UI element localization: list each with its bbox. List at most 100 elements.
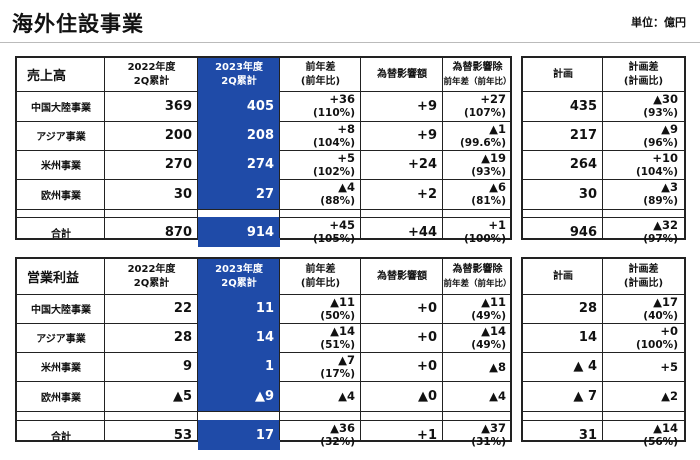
value-plan-diff: ▲2 (603, 381, 684, 411)
value-fx-excluded-amount: ▲19 (481, 150, 506, 165)
value-plan-diff: ▲3 (89%) (603, 179, 684, 209)
value-diff: ▲11 (50%) (280, 294, 361, 323)
value-fx-excluded: ▲8 (443, 352, 512, 381)
value-plan-diff-amount: ▲32 (653, 218, 678, 232)
row-divider (523, 179, 684, 180)
plan-table-sales: 計画 計画差 (計画比) 435 ▲30 (93%) 217 ▲9 (96%) 264 +10 (10… (521, 56, 686, 245)
col-header-diff: 前年差 (前年比) (280, 58, 361, 91)
value-diff-amount: ▲7 (338, 352, 355, 367)
value-fx-excluded: +27 (107%) (443, 91, 512, 121)
value-fx: +24 (408, 157, 437, 172)
col-header-prev-line1: 2022年度 (127, 61, 176, 73)
row-divider (523, 294, 684, 295)
col-divider (197, 259, 198, 440)
col-header-diff-line2: (前年比) (300, 75, 341, 87)
row-divider (523, 209, 684, 210)
unit-label: 単位：億円 (631, 16, 686, 29)
col-divider (279, 58, 280, 238)
row-label: 中国大陸事業 (31, 305, 91, 316)
value-fx: +0 (417, 359, 437, 374)
value-prev: 870 (164, 224, 192, 240)
col-divider (279, 259, 280, 440)
value-diff-pct: (32%) (320, 436, 355, 448)
col-header-fx-excluded: 為替影響除 前年差（前年比） (443, 58, 512, 91)
value-fx-excluded-pct: (31%) (471, 436, 506, 448)
col-divider (104, 58, 105, 238)
col-header-plan-diff: 計画差 (計画比) (603, 58, 684, 91)
col-header-fx-excluded: 為替影響除 前年差（前年比） (443, 259, 512, 294)
value-diff-pct: (88%) (320, 195, 355, 207)
value-plan-diff-amount: +0 (660, 323, 678, 338)
value-fx-excluded-amount: ▲8 (489, 359, 506, 374)
col-divider (442, 259, 443, 440)
value-plan-diff: ▲9 (96%) (603, 121, 684, 150)
col-divider (602, 58, 603, 238)
value-fx: +0 (417, 301, 437, 316)
value-curr: 27 (198, 179, 280, 209)
value-fx-excluded-amount: ▲37 (481, 421, 506, 435)
value-plan: 14 (578, 330, 597, 345)
table-sales: 売上高 2022年度 2Q累計 2023年度 2Q累計 前年差 (前年比) 為替影響額 為替影響… (15, 56, 512, 247)
value-plan: ▲ 7 (573, 388, 597, 404)
value-plan-diff: +0 (100%) (603, 323, 684, 352)
col-header-prev: 2022年度 2Q累計 (105, 58, 198, 91)
value-plan-diff-pct: (104%) (635, 165, 678, 178)
col-header-curr-line1: 2023年度 (215, 263, 263, 275)
value-plan-diff: ▲30 (93%) (603, 91, 684, 121)
value-fx-excluded: ▲6 (81%) (443, 179, 512, 209)
col-header-prev-line2: 2Q累計 (133, 277, 170, 289)
col-header-fx: 為替影響額 (377, 68, 427, 80)
value-fx-excluded: ▲19 (93%) (443, 150, 512, 179)
value-plan-diff-pct: (100%) (635, 338, 678, 351)
value-fx: +0 (417, 330, 437, 345)
value-plan-diff-pct: (93%) (643, 107, 678, 119)
value-diff-amount: ▲4 (338, 180, 355, 194)
value-fx-excluded-pct: (49%) (471, 309, 506, 322)
value-fx: +2 (417, 186, 437, 202)
col-header-curr-line2: 2Q累計 (221, 277, 257, 289)
value-fx-excluded: ▲1 (99.6%) (443, 121, 512, 150)
value-fx-excluded: +1 (100%) (443, 217, 512, 247)
value-plan: 264 (569, 157, 597, 172)
col-header-diff-line2: (前年比) (300, 277, 341, 289)
value-plan-diff-pct: (89%) (643, 195, 678, 207)
col-header-plan-diff-line2: (計画比) (623, 75, 664, 87)
value-diff: ▲36 (32%) (280, 420, 361, 450)
value-plan-diff-amount: ▲30 (653, 92, 678, 106)
value-fx-excluded-amount: ▲6 (489, 180, 506, 194)
value-plan-diff: ▲32 (97%) (603, 217, 684, 247)
value-diff: ▲7 (17%) (280, 352, 361, 381)
value-diff: +45 (105%) (280, 217, 361, 247)
value-plan-diff-amount: +10 (652, 150, 678, 165)
plan-table-profit: 計画 計画差 (計画比) 28 ▲17 (40%) 14 +0 (100%) ▲ 4 +5 ▲ 7 ▲2… (521, 257, 686, 448)
row-divider (523, 323, 684, 324)
value-fx: +1 (417, 427, 437, 443)
row-divider (523, 352, 684, 353)
col-divider (360, 58, 361, 238)
value-plan-diff-amount: ▲17 (653, 294, 678, 309)
value-plan-diff-amount: ▲2 (661, 389, 678, 403)
value-diff-amount: ▲11 (330, 294, 355, 309)
value-fx-excluded-amount: +27 (480, 92, 506, 106)
row-label: 欧州事業 (41, 190, 81, 202)
value-diff-amount: +45 (329, 218, 355, 232)
col-divider (360, 259, 361, 440)
value-fx-excluded: ▲14 (49%) (443, 323, 512, 352)
row-label: 米州事業 (41, 161, 81, 172)
value-prev: 270 (164, 157, 192, 172)
title-divider (0, 42, 700, 43)
value-diff: ▲4 (88%) (280, 179, 361, 209)
value-plan-diff-amount: ▲9 (661, 121, 678, 136)
value-fx: +44 (408, 224, 437, 240)
value-fx-excluded-pct: (100%) (463, 233, 506, 245)
col-header-prev-line2: 2Q累計 (133, 75, 170, 87)
value-diff: ▲4 (280, 381, 361, 411)
value-curr: 405 (198, 91, 280, 121)
value-plan: 946 (569, 224, 597, 240)
col-header-plan-diff-line2: (計画比) (623, 277, 664, 289)
value-diff: ▲14 (51%) (280, 323, 361, 352)
value-diff-pct: (110%) (312, 107, 355, 119)
col-header-diff: 前年差 (前年比) (280, 259, 361, 294)
page-title: 海外住設事業 (12, 12, 144, 36)
value-diff: +5 (102%) (280, 150, 361, 179)
